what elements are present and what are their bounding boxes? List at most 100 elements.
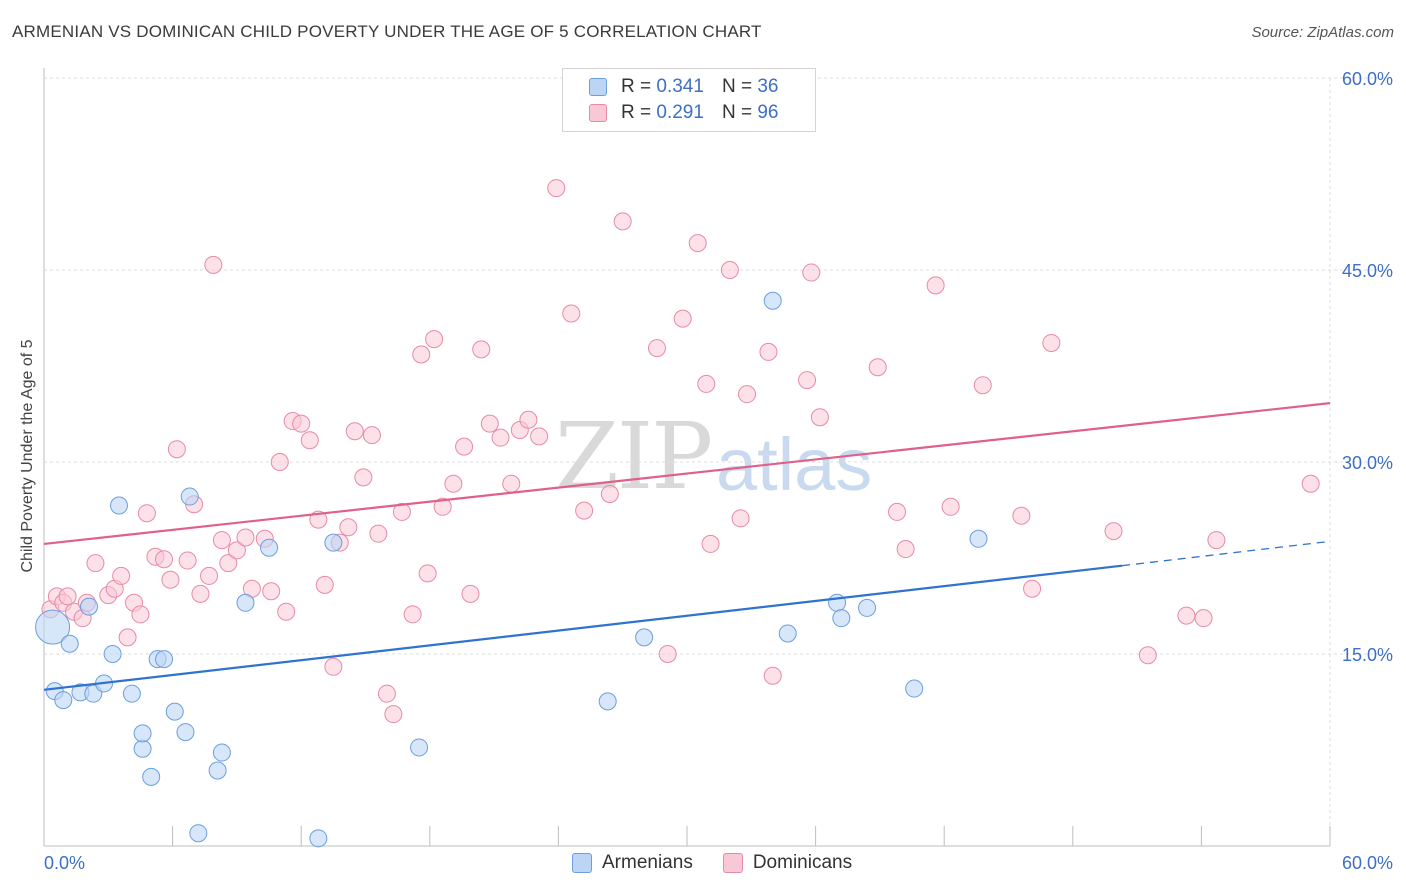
legend-item-armenians[interactable]: Armenians bbox=[572, 852, 693, 874]
dominican-point bbox=[354, 468, 373, 487]
dominicans-swatch bbox=[589, 104, 607, 122]
dominican-point bbox=[155, 550, 174, 569]
watermark-atlas: atlas bbox=[716, 423, 872, 506]
dominican-point bbox=[1207, 531, 1226, 550]
armenian-point bbox=[122, 684, 141, 703]
dominicans-r-label: R = bbox=[621, 102, 652, 123]
dominican-point bbox=[277, 602, 296, 621]
armenian-point bbox=[60, 634, 79, 653]
armenian-point bbox=[180, 487, 199, 506]
dominican-point bbox=[161, 570, 180, 589]
dominican-point bbox=[731, 509, 750, 528]
dominican-point bbox=[802, 263, 821, 282]
dominican-point bbox=[810, 408, 829, 427]
armenian-point bbox=[410, 738, 429, 757]
legend-row-armenians: R = 0.341 N = 36 bbox=[589, 75, 778, 99]
dominican-point bbox=[219, 554, 238, 573]
dominican-point bbox=[262, 582, 281, 601]
dominican-point bbox=[270, 453, 289, 471]
dominican-point bbox=[613, 212, 632, 231]
y-tick-label: 45.0% bbox=[1342, 261, 1393, 281]
armenian-point bbox=[54, 691, 73, 710]
armenian-point bbox=[103, 645, 122, 663]
armenians-r-label: R = bbox=[621, 76, 652, 97]
armenians-r-value: 0.341 bbox=[656, 76, 704, 97]
dominican-point bbox=[519, 410, 538, 429]
dominican-point bbox=[688, 234, 707, 253]
dominican-point bbox=[339, 518, 358, 537]
armenian-point bbox=[35, 609, 71, 645]
watermark-zip: ZIP bbox=[555, 403, 711, 510]
dominican-point bbox=[1104, 522, 1123, 541]
dominican-point bbox=[941, 497, 960, 516]
dominican-point bbox=[673, 309, 692, 328]
dominican-point bbox=[86, 554, 105, 573]
dominican-point bbox=[433, 497, 452, 516]
dominican-point bbox=[200, 566, 219, 585]
dominican-point bbox=[738, 385, 757, 404]
dominican-point bbox=[131, 605, 150, 624]
dominican-point bbox=[191, 584, 210, 603]
dominican-point bbox=[1177, 606, 1196, 625]
dominican-point bbox=[403, 605, 422, 624]
dominican-point bbox=[491, 428, 510, 447]
dominican-point bbox=[204, 255, 223, 274]
y-tick-label: 60.0% bbox=[1342, 69, 1393, 89]
dominican-point bbox=[896, 540, 915, 559]
dominican-point bbox=[1042, 333, 1061, 352]
armenian-point bbox=[133, 739, 152, 758]
armenians-legend-swatch bbox=[572, 853, 592, 873]
dominican-point bbox=[759, 342, 778, 361]
series-legend: Armenians Dominicans bbox=[572, 852, 882, 874]
dominican-point bbox=[236, 528, 255, 547]
x-tick-label: 60.0% bbox=[1342, 853, 1393, 873]
dominican-point bbox=[167, 440, 186, 459]
dominican-point bbox=[1012, 506, 1031, 525]
dominican-point bbox=[292, 414, 311, 433]
armenian-trend-line bbox=[43, 564, 1123, 691]
dominican-point bbox=[720, 261, 739, 279]
dominican-point bbox=[1301, 474, 1320, 493]
dominican-point bbox=[418, 564, 437, 583]
armenian-point bbox=[212, 743, 231, 762]
legend-row-dominicans: R = 0.291 N = 96 bbox=[589, 101, 778, 125]
dominican-point bbox=[412, 345, 431, 364]
dominican-point bbox=[324, 657, 343, 676]
dominican-point bbox=[58, 587, 77, 606]
dominican-point bbox=[1194, 609, 1213, 628]
legend-item-dominicans[interactable]: Dominicans bbox=[722, 852, 852, 874]
dominican-trend-line bbox=[43, 402, 1331, 546]
armenian-point bbox=[133, 724, 152, 743]
dominican-point bbox=[701, 534, 720, 553]
dominican-point bbox=[1023, 579, 1042, 598]
armenians-swatch bbox=[589, 78, 607, 96]
armenian-point bbox=[832, 609, 851, 628]
dominican-point bbox=[547, 179, 566, 198]
dominican-point bbox=[530, 427, 549, 446]
dominican-point bbox=[1138, 646, 1157, 665]
dominican-point bbox=[647, 339, 666, 358]
armenian-point bbox=[309, 829, 328, 848]
dominican-point bbox=[345, 422, 364, 441]
armenian-point bbox=[905, 679, 924, 698]
armenian-point bbox=[236, 593, 255, 612]
armenians-legend-label: Armenians bbox=[602, 852, 693, 873]
dominican-point bbox=[227, 541, 246, 560]
x-tick-label: 0.0% bbox=[44, 853, 85, 873]
dominican-point bbox=[369, 524, 388, 543]
dominicans-n-label: N = bbox=[721, 102, 753, 123]
armenian-point bbox=[635, 628, 654, 647]
dominican-point bbox=[425, 330, 444, 349]
dominican-point bbox=[480, 414, 499, 433]
armenian-point bbox=[208, 761, 227, 780]
dominican-point bbox=[868, 358, 887, 377]
dominican-point bbox=[300, 431, 319, 450]
dominican-point bbox=[888, 502, 907, 521]
dominican-point bbox=[461, 584, 480, 603]
armenian-point bbox=[778, 624, 797, 643]
dominican-point bbox=[137, 504, 156, 523]
chart-title: ARMENIAN VS DOMINICAN CHILD POVERTY UNDE… bbox=[12, 22, 762, 41]
dominican-point bbox=[362, 426, 381, 445]
y-tick-label: 15.0% bbox=[1342, 645, 1393, 665]
